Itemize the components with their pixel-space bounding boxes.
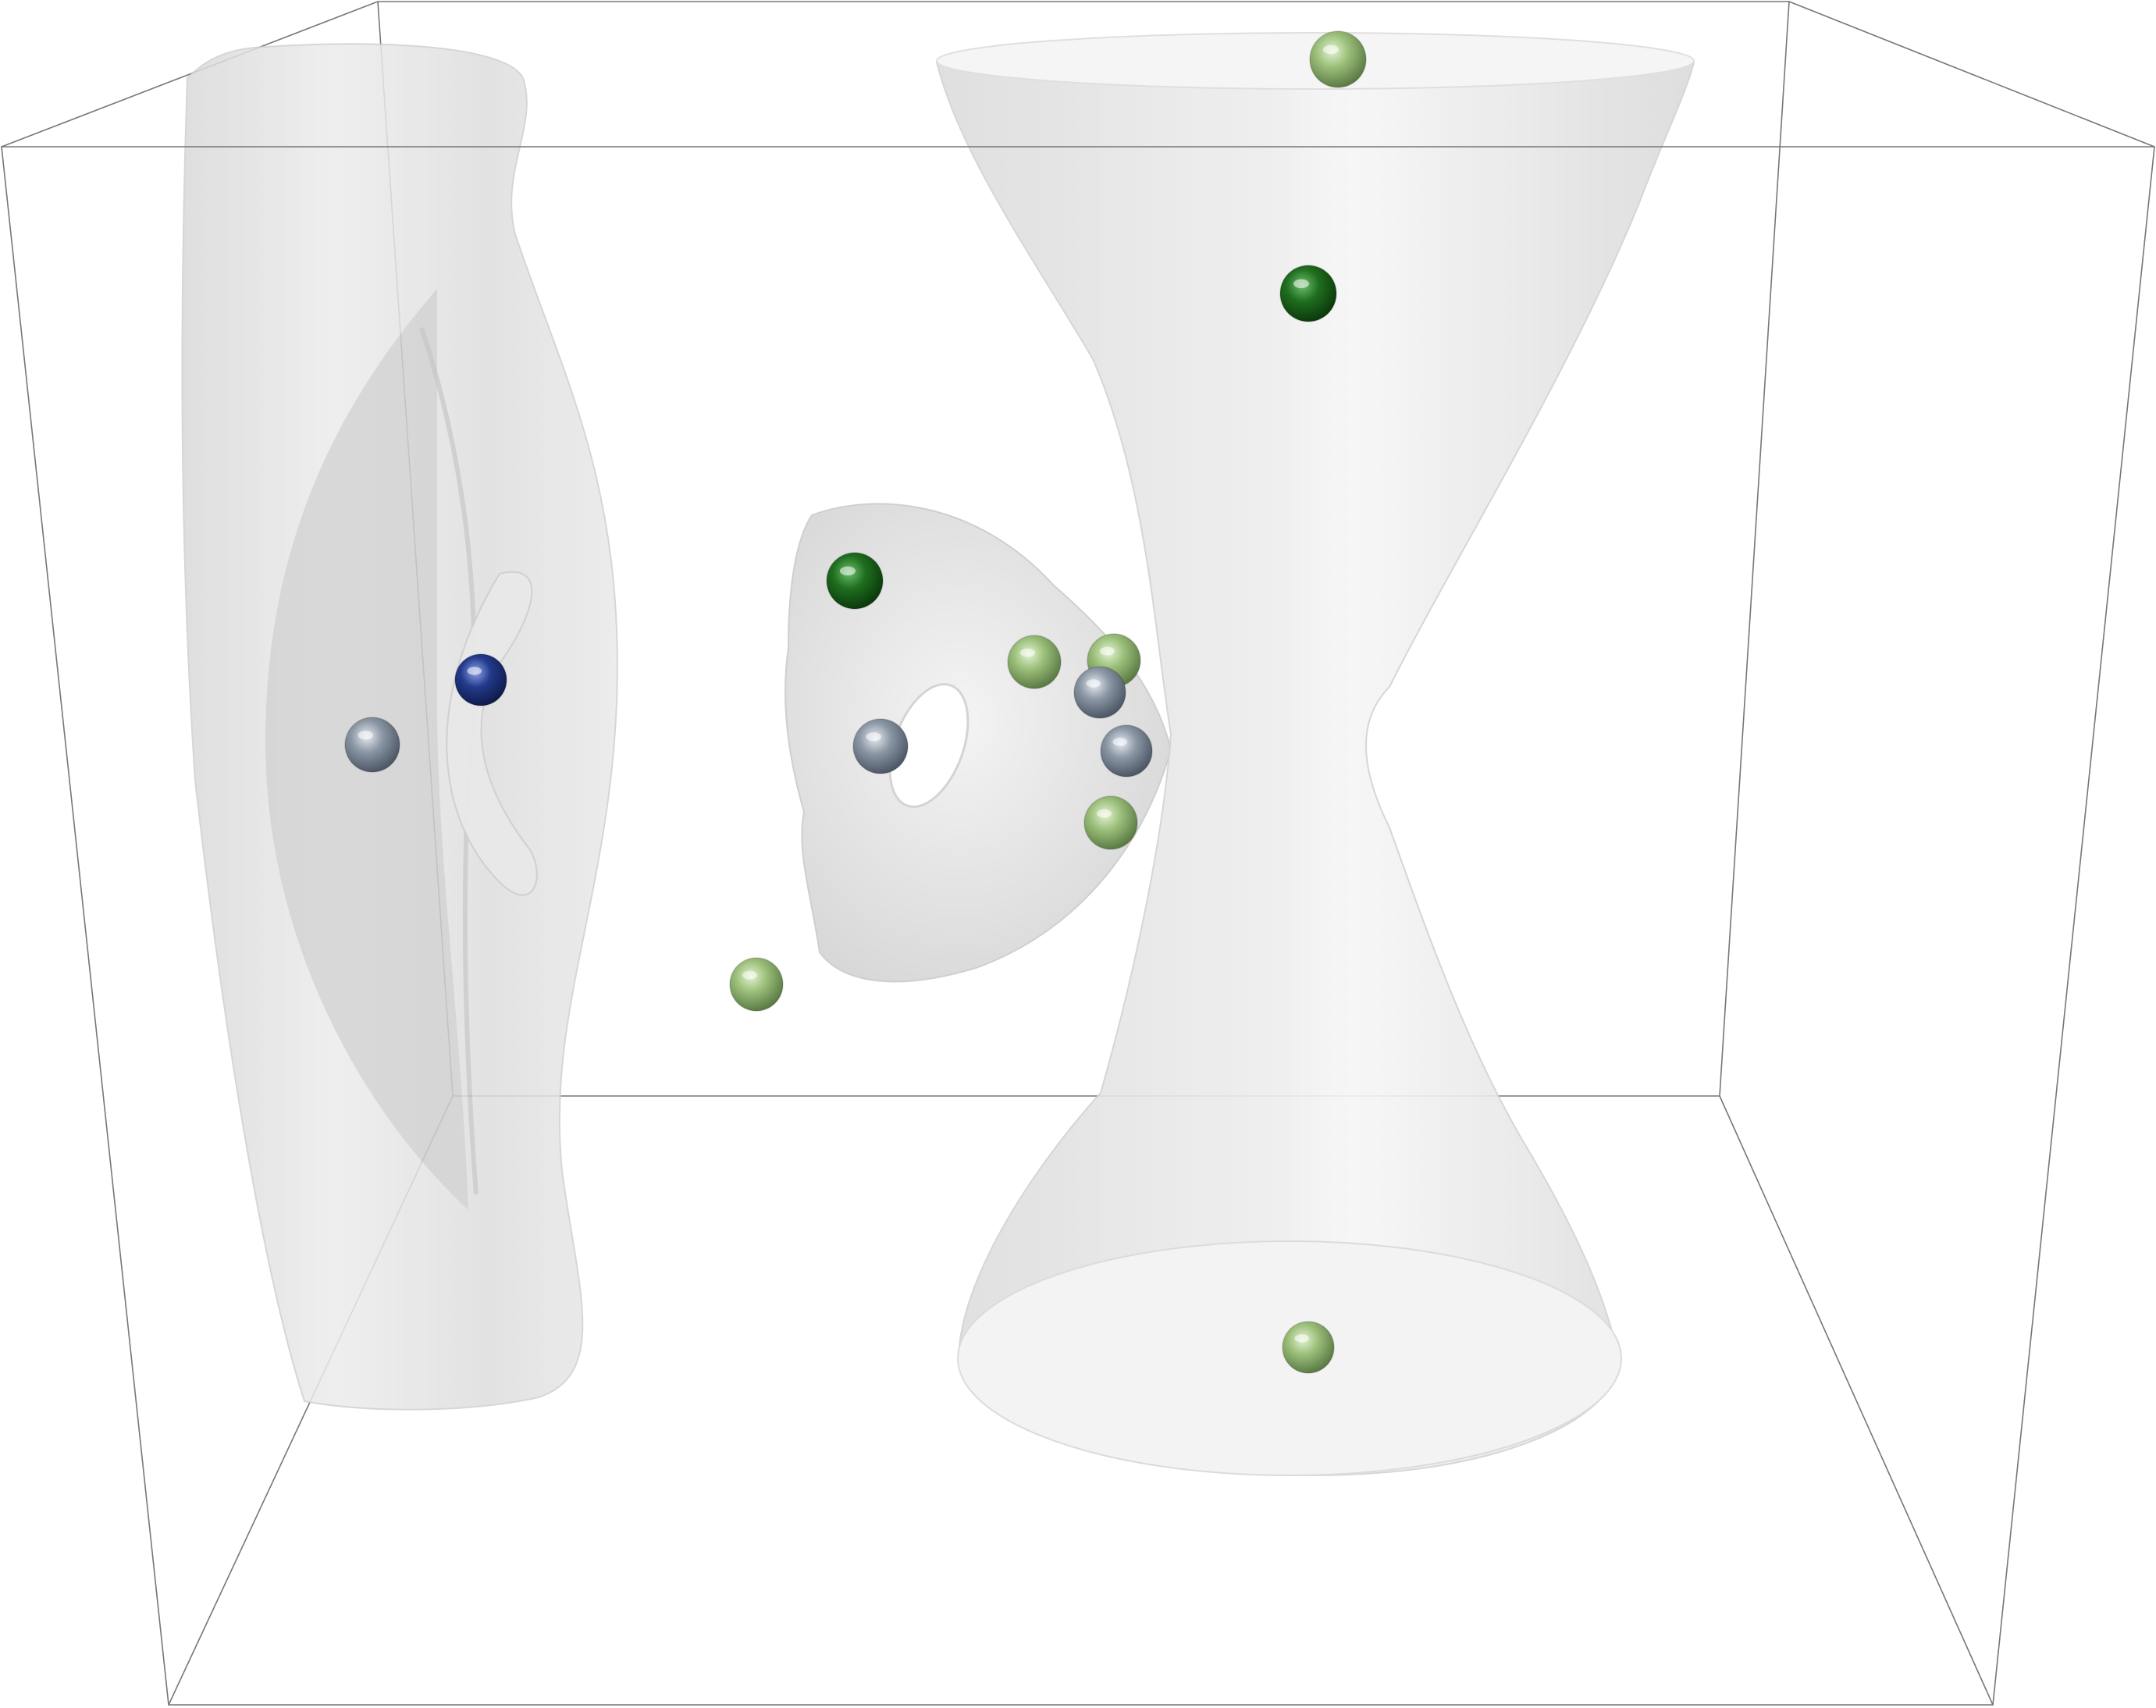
- sphere-torus-gray: [852, 718, 909, 774]
- sphere-upper-dark-green-highlight: [1293, 279, 1310, 289]
- sphere-lower-light-green-highlight: [742, 970, 758, 980]
- left-inner-crescent: [446, 571, 538, 896]
- sphere-bottom-light-green-highlight: [1294, 1334, 1309, 1343]
- left-elongated-lobe: [181, 43, 618, 1411]
- sphere-group: [344, 30, 1367, 1374]
- sphere-left-gray: [344, 717, 400, 773]
- sphere-torus-dark-green-highlight: [839, 566, 856, 576]
- sphere-mid-gray-2: [1100, 724, 1153, 777]
- sphere-mid-light-green-2-highlight: [1099, 646, 1115, 656]
- sphere-mid-gray-2-highlight: [1112, 738, 1127, 746]
- bounding-box-front: [1, 146, 2155, 1706]
- sphere-mid-light-green-1: [1007, 635, 1062, 689]
- sphere-left-blue-highlight: [467, 667, 482, 675]
- sphere-mid-light-green-3: [1083, 795, 1138, 850]
- sphere-torus-dark-green: [826, 552, 884, 610]
- sphere-top-light-green: [1309, 30, 1367, 88]
- sphere-lower-light-green: [729, 957, 784, 1012]
- sphere-upper-dark-green: [1279, 265, 1337, 322]
- sphere-mid-light-green-3-highlight: [1096, 809, 1112, 818]
- sphere-mid-light-green-1-highlight: [1019, 648, 1036, 657]
- sphere-mid-gray-1-highlight: [1086, 679, 1101, 688]
- sphere-top-light-green-highlight: [1322, 44, 1339, 55]
- sphere-torus-gray-highlight: [866, 732, 882, 742]
- sphere-mid-gray-1: [1073, 666, 1126, 719]
- sphere-left-blue: [454, 653, 507, 706]
- sphere-left-gray-highlight: [358, 731, 374, 740]
- sphere-bottom-light-green: [1282, 1321, 1335, 1374]
